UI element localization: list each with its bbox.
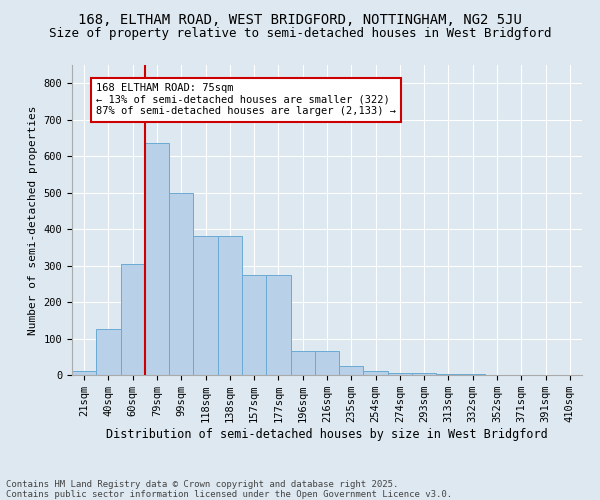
Text: 168, ELTHAM ROAD, WEST BRIDGFORD, NOTTINGHAM, NG2 5JU: 168, ELTHAM ROAD, WEST BRIDGFORD, NOTTIN…	[78, 12, 522, 26]
Bar	[315, 352, 339, 375]
Bar	[169, 192, 193, 375]
X-axis label: Distribution of semi-detached houses by size in West Bridgford: Distribution of semi-detached houses by …	[106, 428, 548, 441]
Bar	[96, 330, 121, 375]
Bar	[218, 236, 242, 375]
Y-axis label: Number of semi-detached properties: Number of semi-detached properties	[28, 106, 38, 335]
Bar	[193, 236, 218, 375]
Bar	[145, 144, 169, 375]
Bar	[461, 374, 485, 375]
Text: 168 ELTHAM ROAD: 75sqm
← 13% of semi-detached houses are smaller (322)
87% of se: 168 ELTHAM ROAD: 75sqm ← 13% of semi-det…	[96, 83, 396, 116]
Bar	[266, 274, 290, 375]
Bar	[242, 274, 266, 375]
Bar	[290, 352, 315, 375]
Bar	[436, 374, 461, 375]
Bar	[121, 264, 145, 375]
Bar	[364, 372, 388, 375]
Bar	[412, 373, 436, 375]
Text: Size of property relative to semi-detached houses in West Bridgford: Size of property relative to semi-detach…	[49, 28, 551, 40]
Text: Contains HM Land Registry data © Crown copyright and database right 2025.
Contai: Contains HM Land Registry data © Crown c…	[6, 480, 452, 499]
Bar	[388, 373, 412, 375]
Bar	[339, 366, 364, 375]
Bar	[72, 372, 96, 375]
